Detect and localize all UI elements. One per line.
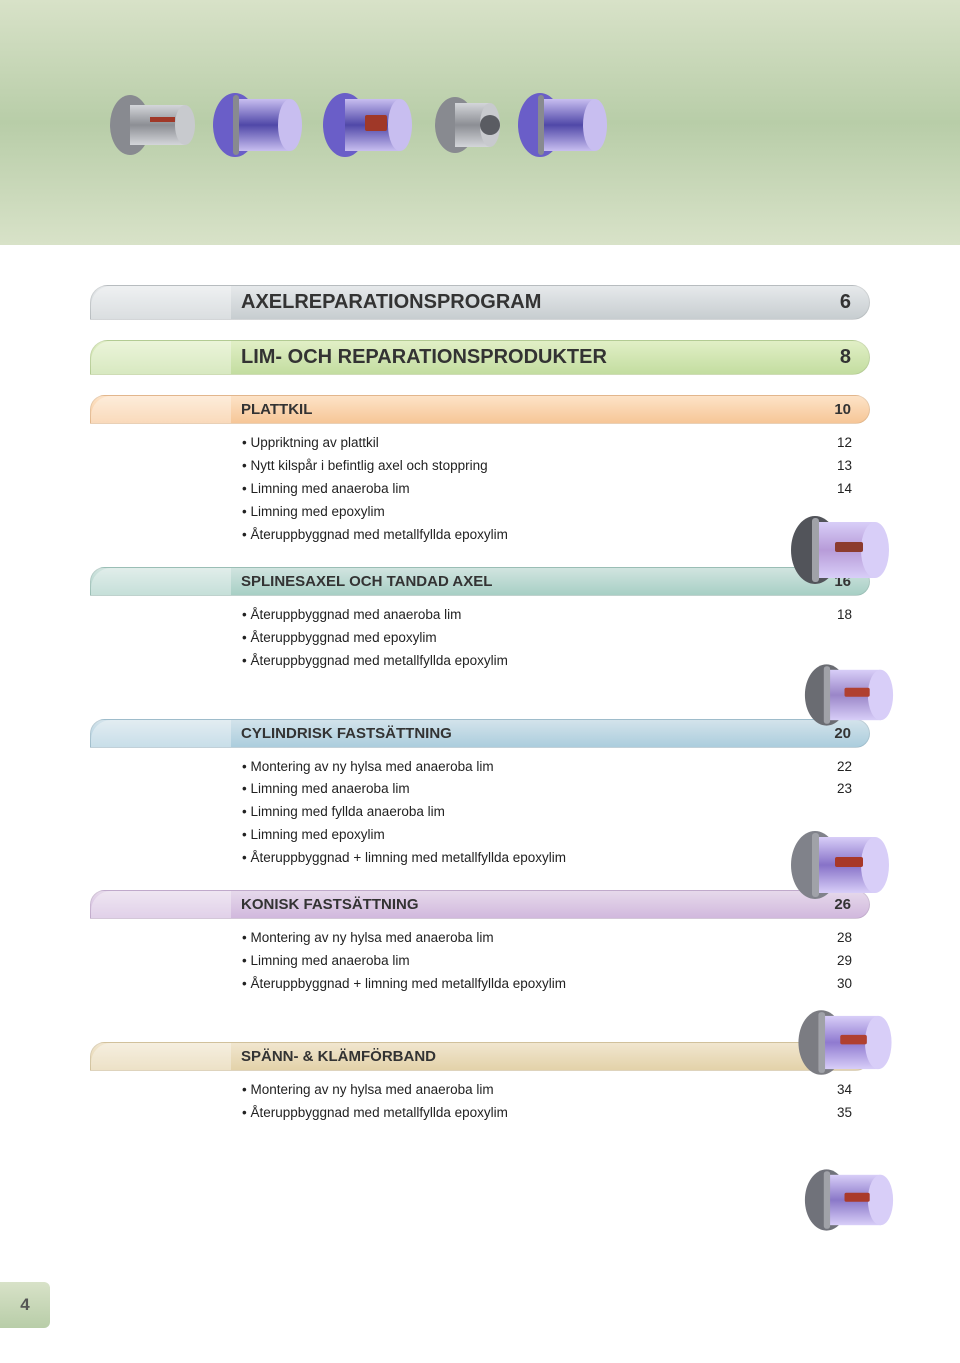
list-item: Montering av ny hylsa med anaeroba lim 2… [242,927,852,950]
list-item: Återuppbyggnad med metallfyllda epoxylim [242,650,852,673]
item-label: Montering av ny hylsa med anaeroba lim [242,756,494,779]
section-pill: SPÄNN- & KLÄMFÖRBAND 32 [90,1042,870,1071]
section-page: 10 [834,401,851,418]
section-title: PLATTKIL [241,401,312,418]
item-label: Återuppbyggnad med metallfyllda epoxylim [242,1102,508,1125]
section-illustration [795,650,930,745]
item-page: 35 [837,1102,852,1125]
item-page: 22 [837,756,852,779]
item-label: Återuppbyggnad + limning med metallfylld… [242,973,566,996]
section-title: CYLINDRISK FASTSÄTTNING [241,725,452,742]
item-label: Återuppbyggnad med metallfyllda epoxylim [242,524,508,547]
item-page: 14 [837,478,852,501]
section-pill: CYLINDRISK FASTSÄTTNING 20 [90,719,870,748]
section-illustration [788,995,931,1095]
item-label: Återuppbyggnad med anaeroba lim [242,604,461,627]
list-item: Uppriktning av plattkil 12 [242,432,852,455]
list-item: Återuppbyggnad med metallfyllda epoxylim… [242,1102,852,1125]
page-number-tab: 4 [0,1282,50,1328]
list-item: Limning med fyllda anaeroba lim [242,801,852,824]
list-item: Återuppbyggnad med metallfyllda epoxylim [242,524,852,547]
item-page: 18 [837,604,852,627]
item-label: Montering av ny hylsa med anaeroba lim [242,1079,494,1102]
heading-2-page: 8 [840,346,851,369]
list-item: Limning med anaeroba lim 29 [242,950,852,973]
heading-axelreparationsprogram: AXELREPARATIONSPROGRAM 6 [90,285,870,320]
section-pill: KONISK FASTSÄTTNING 26 [90,890,870,919]
heading-1-title: AXELREPARATIONSPROGRAM [241,291,541,314]
item-page: 13 [837,455,852,478]
heading-limreparation: LIM- OCH REPARATIONSPRODUKTER 8 [90,340,870,375]
item-label: Limning med anaeroba lim [242,478,410,501]
list-item: Limning med anaeroba lim 14 [242,478,852,501]
item-label: Limning med epoxylim [242,824,385,847]
list-item: Limning med epoxylim [242,501,852,524]
item-label: Limning med epoxylim [242,501,385,524]
section-title: SPLINESAXEL OCH TANDAD AXEL [241,573,492,590]
section-pill: SPLINESAXEL OCH TANDAD AXEL 16 [90,567,870,596]
section-illustration [780,815,930,920]
section-illustration [795,1155,930,1250]
list-item: Montering av ny hylsa med anaeroba lim 3… [242,1079,852,1102]
section-pill: PLATTKIL 10 [90,395,870,424]
top-banner [0,0,960,245]
item-page: 30 [837,973,852,996]
item-label: Limning med fyllda anaeroba lim [242,801,445,824]
item-label: Limning med anaeroba lim [242,950,410,973]
section-title: KONISK FASTSÄTTNING [241,896,419,913]
item-page: 29 [837,950,852,973]
item-label: Nytt kilspår i befintlig axel och stoppr… [242,455,488,478]
list-item: Limning med anaeroba lim 23 [242,778,852,801]
section-title: SPÄNN- & KLÄMFÖRBAND [241,1048,436,1065]
section-item-list: Återuppbyggnad med anaeroba lim 18Återup… [90,596,870,673]
item-label: Uppriktning av plattkil [242,432,379,455]
section-illustration [780,500,930,605]
item-label: Återuppbyggnad + limning med metallfylld… [242,847,566,870]
list-item: Återuppbyggnad med anaeroba lim 18 [242,604,852,627]
item-page: 28 [837,927,852,950]
list-item: Återuppbyggnad + limning med metallfylld… [242,847,852,870]
item-label: Återuppbyggnad med epoxylim [242,627,437,650]
section-item-list: Uppriktning av plattkil 12Nytt kilspår i… [90,424,870,547]
page-number-text: 4 [20,1295,29,1315]
item-label: Limning med anaeroba lim [242,778,410,801]
heading-1-page: 6 [840,291,851,314]
section-item-list: Montering av ny hylsa med anaeroba lim 2… [90,919,870,996]
list-item: Återuppbyggnad + limning med metallfylld… [242,973,852,996]
list-item: Limning med epoxylim [242,824,852,847]
list-item: Montering av ny hylsa med anaeroba lim 2… [242,756,852,779]
section-item-list: Montering av ny hylsa med anaeroba lim 2… [90,748,870,871]
item-label: Återuppbyggnad med metallfyllda epoxylim [242,650,508,673]
section-item-list: Montering av ny hylsa med anaeroba lim 3… [90,1071,870,1125]
list-item: Återuppbyggnad med epoxylim [242,627,852,650]
hero-shafts-illustration [80,75,680,175]
item-label: Montering av ny hylsa med anaeroba lim [242,927,494,950]
list-item: Nytt kilspår i befintlig axel och stoppr… [242,455,852,478]
heading-2-title: LIM- OCH REPARATIONSPRODUKTER [241,346,607,369]
item-page: 23 [837,778,852,801]
item-page: 12 [837,432,852,455]
